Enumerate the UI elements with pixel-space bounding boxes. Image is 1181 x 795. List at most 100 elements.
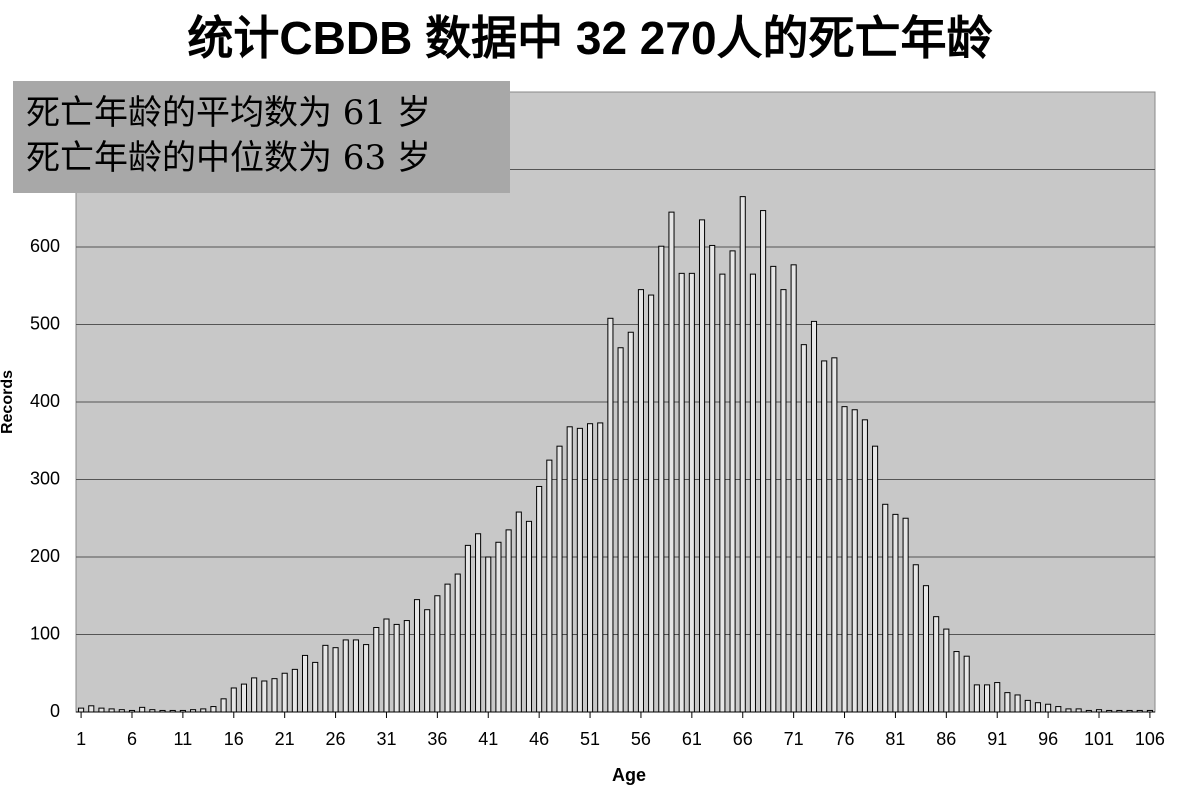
- bar: [261, 680, 268, 713]
- bar: [597, 422, 604, 713]
- x-tick-label: 26: [326, 729, 346, 749]
- y-tick-label: 300: [30, 468, 60, 488]
- x-tick-label: 106: [1135, 729, 1165, 749]
- y-tick-label: 100: [30, 623, 60, 643]
- bar: [291, 668, 298, 713]
- bar: [281, 672, 288, 713]
- bar: [698, 219, 706, 713]
- bar: [566, 426, 573, 713]
- bar: [342, 639, 349, 713]
- x-tick-label: 101: [1084, 729, 1114, 749]
- bar: [800, 344, 807, 713]
- bar: [240, 683, 248, 713]
- bar: [98, 707, 105, 713]
- bar: [902, 517, 909, 713]
- bar: [332, 647, 339, 713]
- bar: [525, 520, 533, 713]
- bar: [1034, 702, 1041, 713]
- bar: [210, 706, 217, 713]
- bar: [841, 406, 848, 713]
- chart-title: 统计CBDB 数据中 32 270人的死亡年龄: [187, 12, 992, 64]
- bar: [352, 639, 359, 713]
- bar: [1004, 692, 1011, 713]
- bar: [220, 698, 227, 713]
- bar: [719, 273, 726, 713]
- bar: [943, 628, 950, 713]
- bar: [556, 445, 563, 713]
- bar: [648, 294, 655, 713]
- bar: [872, 445, 879, 713]
- bar: [668, 211, 675, 713]
- bar: [617, 347, 624, 713]
- bar: [678, 272, 685, 713]
- bar: [658, 245, 665, 713]
- bar: [403, 620, 410, 713]
- bar: [88, 705, 95, 713]
- x-tick-label: 71: [784, 729, 804, 749]
- annotation: 死亡年龄的平均数为 61 岁: [26, 93, 431, 133]
- bar: [922, 585, 930, 713]
- x-tick-label: 81: [885, 729, 905, 749]
- bar: [973, 684, 980, 713]
- bar: [312, 661, 319, 713]
- bar: [434, 595, 441, 713]
- bar: [536, 485, 543, 713]
- bar: [301, 654, 309, 713]
- bar: [933, 616, 940, 713]
- x-tick-label: 66: [733, 729, 753, 749]
- bar: [475, 533, 482, 713]
- x-tick-label: 41: [478, 729, 498, 749]
- bar: [587, 423, 594, 713]
- x-tick-label: 31: [376, 729, 396, 749]
- y-tick-label: 500: [30, 313, 60, 333]
- bar: [983, 684, 991, 713]
- x-tick-label: 56: [631, 729, 651, 749]
- bar: [444, 583, 451, 713]
- y-tick-label: 400: [30, 391, 60, 411]
- bar: [413, 599, 421, 713]
- bar: [912, 564, 919, 713]
- y-tick-label: 200: [30, 546, 60, 566]
- annotation: 死亡年龄的中位数为 63 岁: [26, 138, 431, 178]
- bar: [454, 573, 461, 713]
- bar: [322, 644, 329, 713]
- bar: [1055, 706, 1062, 713]
- bar: [892, 513, 899, 713]
- x-tick-label: 96: [1038, 729, 1058, 749]
- y-axis-label: Records: [0, 370, 16, 434]
- bar: [749, 273, 756, 713]
- bar: [485, 556, 492, 713]
- bar: [831, 357, 838, 713]
- bar: [495, 541, 502, 713]
- bar: [576, 427, 583, 713]
- x-tick-label: 21: [275, 729, 295, 749]
- bar: [78, 707, 85, 713]
- bar: [363, 644, 370, 713]
- bar: [373, 627, 380, 713]
- x-tick-label: 11: [174, 729, 193, 749]
- bar: [230, 687, 237, 713]
- x-tick-label: 51: [580, 729, 600, 749]
- bar: [770, 265, 777, 713]
- x-tick-label: 1: [76, 729, 86, 749]
- bar: [861, 419, 868, 713]
- bar: [882, 503, 889, 713]
- bar: [790, 264, 797, 713]
- x-tick-label: 36: [427, 729, 447, 749]
- bar: [739, 196, 746, 713]
- bar: [994, 682, 1001, 713]
- bar: [607, 317, 614, 713]
- bar: [851, 409, 858, 713]
- x-tick-label: 86: [936, 729, 956, 749]
- bar: [1045, 703, 1052, 713]
- bar: [383, 618, 390, 713]
- bar: [505, 529, 512, 713]
- bar: [1024, 699, 1031, 713]
- bar: [627, 331, 634, 713]
- x-tick-label: 6: [127, 729, 137, 749]
- x-tick-label: 91: [987, 729, 1007, 749]
- y-tick-label: 0: [50, 701, 60, 721]
- bar: [424, 609, 431, 713]
- bar: [515, 511, 522, 713]
